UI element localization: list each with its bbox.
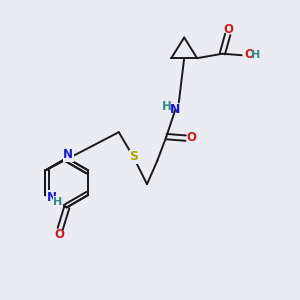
Text: N: N [170, 103, 181, 116]
Text: O: O [55, 228, 64, 241]
Text: H: H [250, 50, 260, 60]
Text: N: N [47, 191, 57, 204]
Text: S: S [129, 150, 138, 163]
Text: O: O [223, 22, 233, 36]
Text: N: N [63, 148, 73, 161]
Text: O: O [245, 48, 255, 62]
Text: H: H [162, 100, 172, 113]
Text: O: O [186, 131, 196, 144]
Text: H: H [53, 196, 62, 207]
